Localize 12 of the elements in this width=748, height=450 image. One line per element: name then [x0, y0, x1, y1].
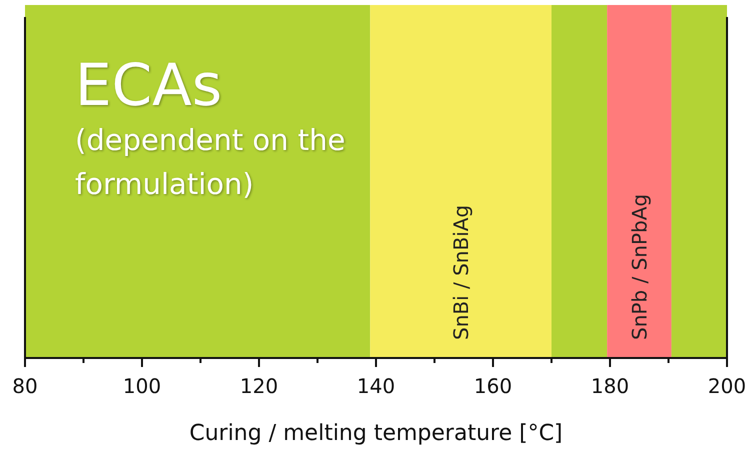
x-tick-label: 100 [122, 374, 162, 398]
series-label: SnBi / SnBiAg [448, 204, 473, 340]
x-tick-label: 160 [474, 374, 512, 398]
x-tick-label: 200 [708, 374, 746, 398]
x-tick-label: 80 [12, 374, 38, 398]
x-tick-label: 140 [356, 374, 396, 398]
x-axis-title: Curing / melting temperature [°C] [189, 421, 563, 446]
annotation: (dependent on the formulation) [75, 123, 346, 201]
series-label: SnPb / SnPbAg [627, 194, 652, 340]
x-tick-label: 180 [590, 374, 630, 398]
series-label: ECAs [75, 51, 222, 119]
x-tick-label: 120 [240, 374, 278, 398]
